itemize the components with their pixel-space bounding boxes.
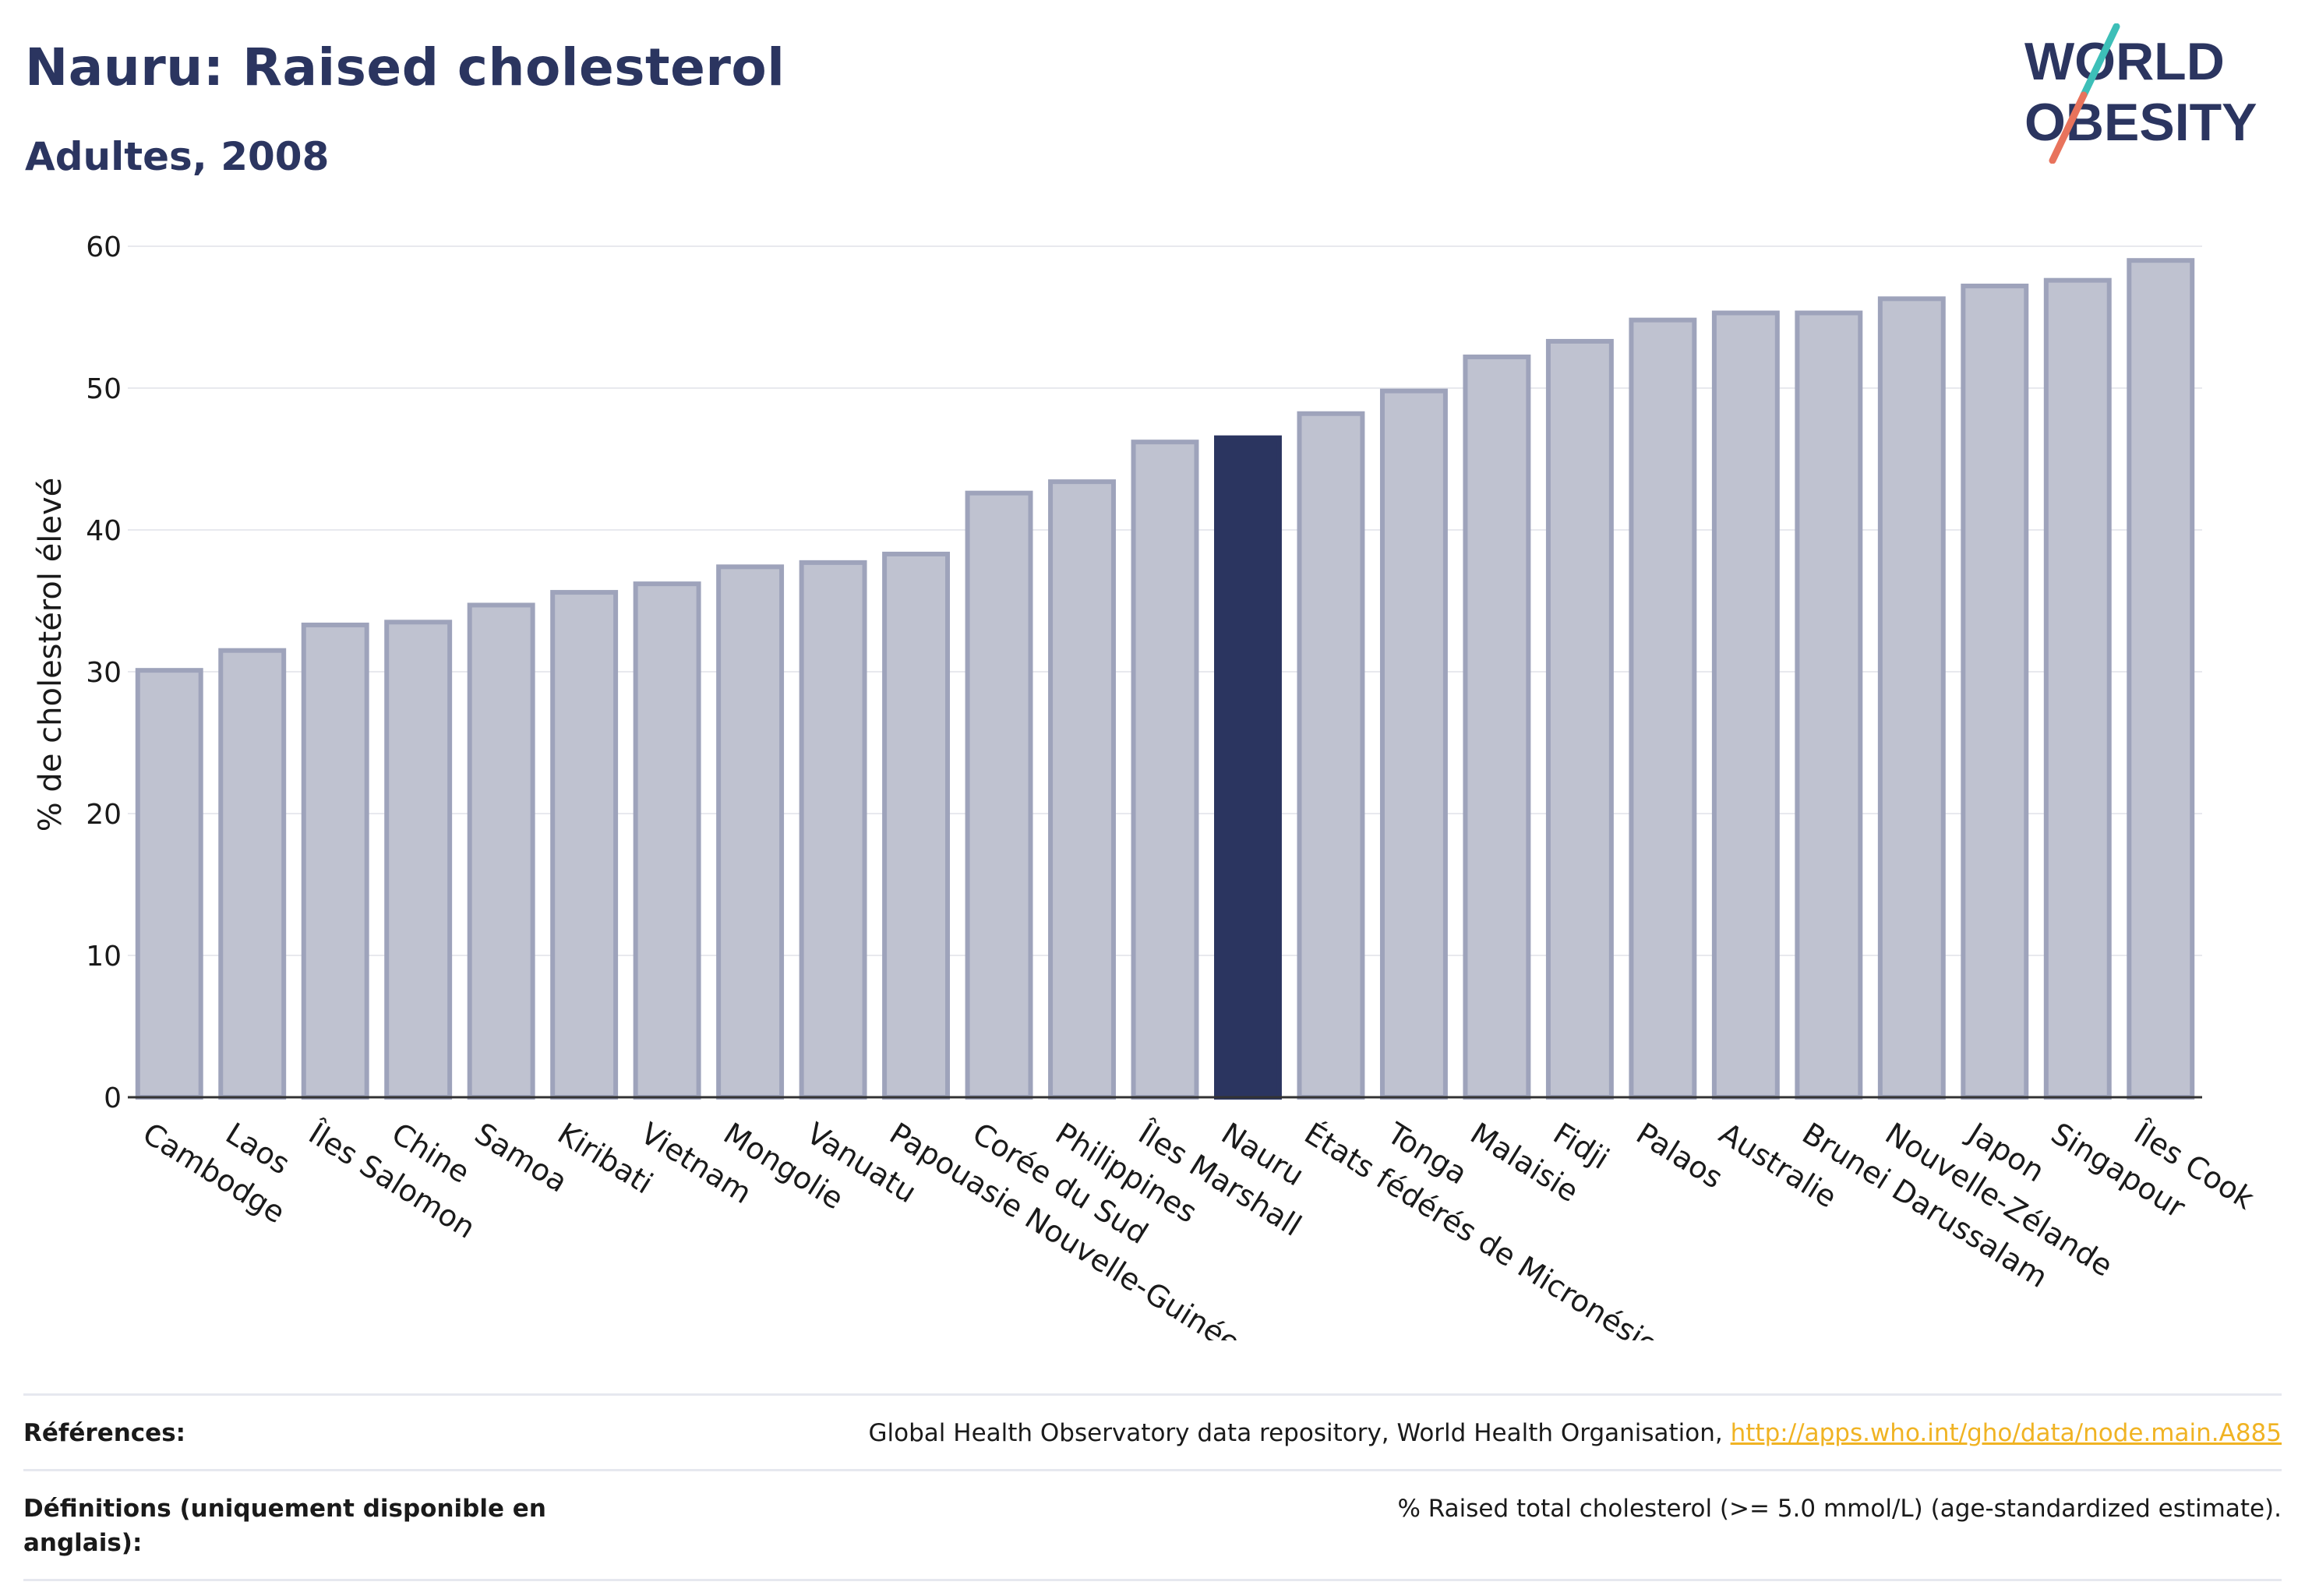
bar xyxy=(799,560,867,1100)
footer: Références: Global Health Observatory da… xyxy=(23,1393,2282,1581)
references-label: Références: xyxy=(23,1419,186,1447)
bar xyxy=(135,668,203,1100)
bar xyxy=(1711,310,1780,1100)
y-tick-label: 40 xyxy=(86,515,122,547)
bar xyxy=(384,620,453,1100)
bar xyxy=(1795,310,1863,1100)
y-tick-label: 10 xyxy=(86,941,122,973)
bar-highlighted xyxy=(1214,435,1282,1100)
bar xyxy=(467,602,535,1100)
references-link[interactable]: http://apps.who.int/gho/data/node.main.A… xyxy=(1730,1419,2282,1447)
bar xyxy=(882,551,951,1100)
bar xyxy=(2127,258,2195,1100)
page-title: Nauru: Raised cholesterol xyxy=(25,37,785,97)
y-tick-label: 20 xyxy=(86,799,122,831)
bar xyxy=(1131,440,1199,1100)
bar xyxy=(1629,317,1697,1100)
references-value: Global Health Observatory data repositor… xyxy=(869,1416,2282,1450)
references-row: Références: Global Health Observatory da… xyxy=(23,1393,2282,1469)
bar xyxy=(1297,411,1365,1100)
bar xyxy=(301,622,369,1100)
axes: 0 10 20 30 40 50 60 xyxy=(86,231,2202,1114)
bar xyxy=(1545,338,1614,1100)
bar xyxy=(550,590,619,1100)
bar xyxy=(2043,277,2112,1100)
definitions-row: Définitions (uniquement disponible en an… xyxy=(23,1469,2282,1581)
x-tick-label: Palaos xyxy=(1630,1116,1728,1195)
bar xyxy=(1877,296,1946,1100)
bar xyxy=(1961,283,2029,1100)
y-axis-label: % de cholestérol élevé xyxy=(33,478,69,832)
page-subtitle: Adultes, 2008 xyxy=(25,134,330,179)
bar xyxy=(1379,388,1448,1100)
bar xyxy=(218,648,287,1100)
bars xyxy=(135,258,2195,1100)
bar xyxy=(1048,479,1116,1100)
bar xyxy=(1463,354,1531,1100)
world-obesity-logo: WORLD OBESITY xyxy=(2024,23,2282,164)
svg-text:WORLD: WORLD xyxy=(2024,32,2225,91)
y-tick-label: 50 xyxy=(86,373,122,405)
y-tick-label: 60 xyxy=(86,231,122,263)
x-tick-label: Kiribati xyxy=(552,1116,658,1201)
references-text: Global Health Observatory data repositor… xyxy=(868,1419,1731,1447)
bar xyxy=(965,490,1033,1100)
definitions-label: Définitions (uniquement disponible en an… xyxy=(23,1495,546,1557)
y-tick-label: 0 xyxy=(104,1082,122,1114)
x-tick-label: Samoa xyxy=(469,1116,574,1199)
bar xyxy=(633,581,701,1100)
y-tick-label: 30 xyxy=(86,657,122,689)
bar xyxy=(716,564,785,1100)
definitions-value: % Raised total cholesterol (>= 5.0 mmol/… xyxy=(1397,1495,2282,1523)
